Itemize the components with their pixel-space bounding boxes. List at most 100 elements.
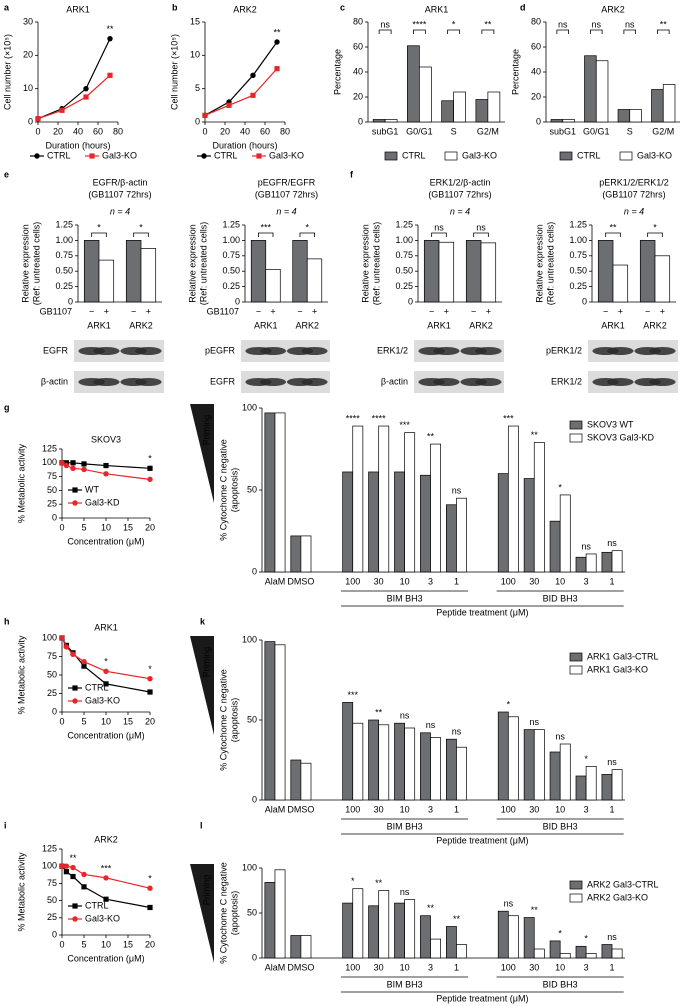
y-tick-label: 0.75 — [569, 250, 587, 260]
bar — [523, 729, 535, 801]
group-label: BIM BH3 — [387, 821, 423, 831]
significance-bracket — [133, 232, 149, 237]
x-tick-label: 100 — [345, 804, 360, 814]
legend-label: Gal3-KO — [637, 150, 672, 160]
chart-title: EGFR/β-actin — [93, 177, 148, 187]
chart-title: SKOV3 — [91, 434, 121, 444]
bar — [306, 258, 323, 303]
treatment-sign: + — [146, 306, 151, 316]
significance-bracket — [412, 29, 426, 34]
y-tick-label: 0.50 — [222, 266, 240, 276]
panel-label: c — [340, 2, 345, 12]
y-tick-label: 60 — [353, 41, 363, 51]
bar — [430, 737, 441, 801]
data-point — [226, 102, 232, 108]
blot-band — [433, 378, 460, 386]
bar — [612, 264, 629, 303]
data-point — [63, 460, 69, 466]
blot-band — [93, 347, 120, 355]
y-tick-label: 25 — [47, 688, 57, 698]
bar — [456, 746, 467, 801]
y-tick-label: 125 — [42, 443, 57, 453]
y-axis-label: (Ref: untreated cells) — [545, 222, 555, 306]
significance: * — [305, 222, 309, 232]
bar — [584, 55, 597, 123]
bar — [430, 938, 441, 959]
blot-band — [259, 347, 287, 355]
data-point — [63, 644, 70, 650]
x-tick-label: 1 — [454, 804, 459, 814]
data-point — [59, 107, 65, 113]
x-axis-label: Peptide treatment (μM) — [436, 993, 528, 1003]
significance: * — [558, 482, 562, 492]
y-tick-label: 1.00 — [55, 235, 73, 245]
x-tick-label: 10 — [400, 576, 410, 586]
panel-label: i — [4, 820, 7, 830]
significance: ns — [452, 486, 462, 496]
legend-marker — [256, 153, 262, 159]
blot-band — [475, 347, 502, 355]
data-point — [81, 658, 87, 665]
x-tick-label: ARK2 — [129, 320, 153, 330]
bar — [549, 751, 561, 801]
y-tick-label: 60 — [531, 41, 541, 51]
group-label: BID BH3 — [543, 821, 578, 831]
blot-band — [649, 378, 676, 386]
x-tick-label: 30 — [374, 576, 384, 586]
bar — [372, 119, 386, 123]
panel-label: h — [4, 616, 10, 626]
significance-bracket — [299, 232, 315, 237]
y-tick-label: 50 — [247, 907, 257, 917]
bar — [549, 940, 561, 959]
chart-title: ARK1 — [425, 4, 449, 14]
significance: ns — [452, 727, 462, 737]
significance: * — [452, 19, 456, 29]
x-tick-label: 30 — [529, 962, 539, 972]
significance-bracket — [378, 29, 392, 34]
significance: ** — [660, 19, 668, 29]
bar — [611, 769, 623, 801]
x-tick-label: 15 — [123, 939, 133, 949]
bar — [264, 882, 276, 959]
significance: * — [148, 664, 152, 674]
bar — [420, 474, 431, 573]
y-tick-label: 0 — [52, 512, 57, 522]
y-tick-label: 0 — [235, 296, 240, 306]
y-tick-label: 75 — [47, 878, 57, 888]
y-tick-label: 10 — [23, 83, 33, 93]
x-axis-label: Peptide treatment (μM) — [436, 607, 528, 617]
bar — [533, 729, 545, 801]
x-tick-label: 20 — [145, 939, 155, 949]
y-tick-label: 50 — [47, 485, 57, 495]
y-axis-label: (apoptosis) — [229, 698, 239, 743]
note: n = 4 — [624, 206, 644, 216]
x-tick-label: 1 — [610, 576, 615, 586]
y-axis-label: % Cytochome C negative — [218, 669, 228, 771]
x-tick-label: 100 — [501, 962, 516, 972]
legend-label: Gal3-KO — [462, 150, 497, 160]
y-tick-label: 1.25 — [569, 219, 587, 229]
blot-label: pEGFR — [205, 345, 236, 355]
treatment-sign: + — [660, 306, 665, 316]
y-tick-label: 125 — [42, 843, 57, 853]
data-point — [147, 476, 153, 483]
significance: ns — [529, 717, 539, 727]
x-tick-label: DMSO — [287, 576, 314, 586]
significance: *** — [503, 413, 514, 423]
bar — [601, 551, 613, 573]
y-tick-label: 100 — [242, 862, 257, 872]
y-axis-label: % Metabolic activity — [16, 635, 26, 715]
y-axis-label: Relative expression — [360, 224, 370, 303]
bar — [441, 100, 454, 123]
significance: ** — [531, 905, 539, 915]
y-axis-label: Relative expression — [534, 224, 544, 303]
bar — [533, 442, 545, 573]
y-tick-label: 100 — [242, 402, 257, 412]
chart-title: (GB1107 72hrs) — [88, 189, 151, 199]
significance: ** — [531, 430, 539, 440]
bar — [585, 553, 597, 573]
significance: ns — [607, 932, 617, 942]
legend-marker — [72, 487, 78, 493]
data-point — [63, 462, 70, 469]
bar — [352, 722, 364, 801]
